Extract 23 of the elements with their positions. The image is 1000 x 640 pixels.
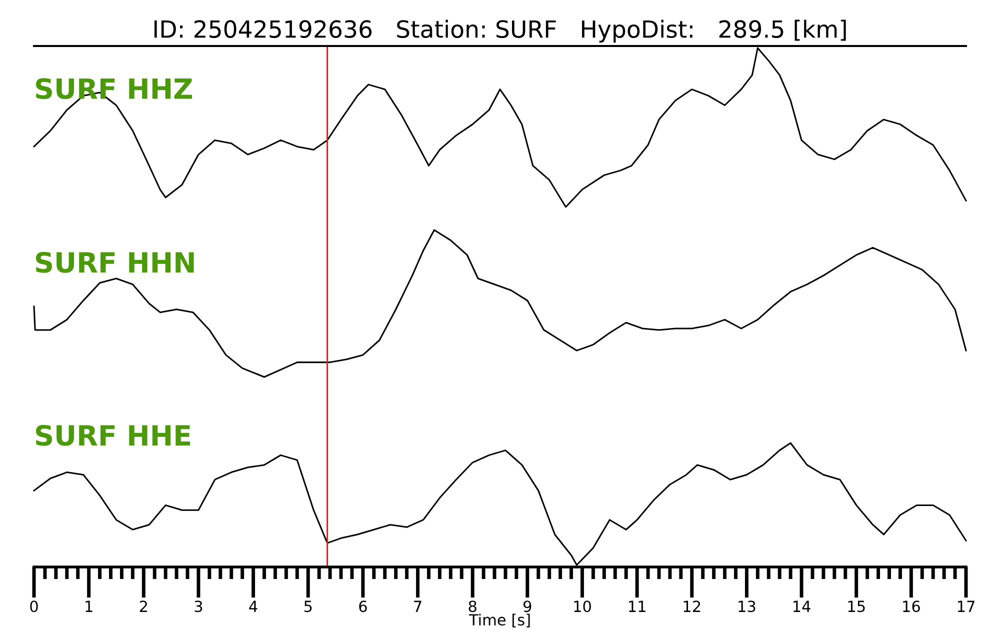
x-tick-label: 5 [304, 600, 312, 612]
x-tick-label: 12 [684, 600, 700, 612]
x-axis-title: Time [s] [468, 614, 530, 628]
x-tick-label: 2 [140, 600, 147, 612]
x-tick-label: 9 [524, 600, 532, 612]
annotation: SURF HHE [36, 424, 190, 446]
x-tick-label: 6 [359, 600, 367, 612]
x-tick-label: 7 [414, 600, 422, 612]
x-tick-label: 3 [194, 600, 202, 612]
x-tick-label: 0 [30, 600, 38, 612]
x-tick-label: 13 [738, 600, 756, 612]
x-tick-label: 11 [629, 600, 646, 612]
annotation: SURF HHN [36, 252, 194, 273]
x-tick-label: 17 [958, 600, 974, 612]
x-tick-label: 10 [574, 600, 591, 612]
x-tick-label: 4 [249, 600, 258, 612]
x-tick-label: 8 [468, 600, 476, 612]
x-tick-label: 1 [86, 600, 92, 612]
x-tick-label: 15 [848, 600, 865, 612]
x-tick-label: 16 [903, 600, 920, 612]
annotation: SURF HHZ [36, 78, 192, 100]
chart-title: ID: 250425192636 Station: SURF HypoDist: 289.5 [km] [154, 20, 846, 43]
x-tick-label: 14 [793, 600, 810, 612]
